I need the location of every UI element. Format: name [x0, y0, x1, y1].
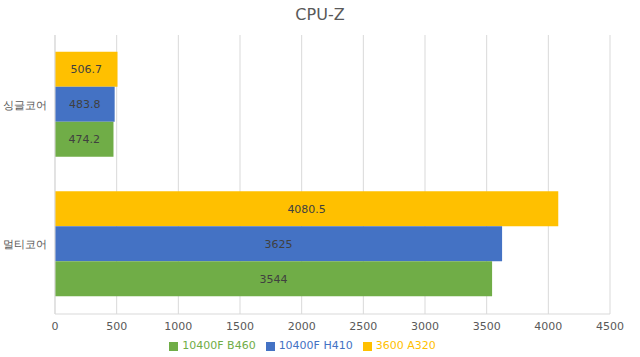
- svg-text:2000: 2000: [288, 320, 316, 333]
- svg-text:4500: 4500: [596, 320, 624, 333]
- svg-text:멀티코어: 멀티코어: [8, 238, 47, 251]
- svg-text:1500: 1500: [226, 320, 254, 333]
- svg-text:500: 500: [106, 320, 127, 333]
- svg-text:474.2: 474.2: [68, 133, 100, 146]
- svg-text:4000: 4000: [534, 320, 562, 333]
- svg-text:4080.5: 4080.5: [287, 203, 326, 216]
- svg-text:506.7: 506.7: [70, 63, 102, 76]
- svg-text:싱글코어: 싱글코어: [8, 99, 47, 112]
- html-text:10400F B460: 10400F B460: [182, 339, 256, 352]
- svg-text:2500: 2500: [349, 320, 377, 333]
- svg-text:3625: 3625: [265, 238, 293, 251]
- svg-text:3000: 3000: [411, 320, 439, 333]
- svg-text:0: 0: [52, 320, 59, 333]
- html-text:10400F H410: 10400F H410: [278, 339, 353, 352]
- svg-text:3500: 3500: [473, 320, 501, 333]
- svg-text:483.8: 483.8: [69, 98, 101, 111]
- svg-text:3544: 3544: [260, 273, 288, 286]
- svg-text:1000: 1000: [164, 320, 192, 333]
- html-text:3600 A320: 3600 A320: [375, 339, 436, 352]
- html-text:CPU-Z: CPU-Z: [295, 5, 345, 24]
